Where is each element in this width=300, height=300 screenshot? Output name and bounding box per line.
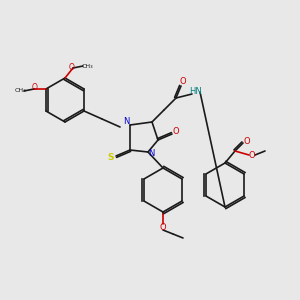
Text: O: O [180,77,186,86]
Text: O: O [173,128,179,136]
Text: O: O [32,83,38,92]
Text: CH₃: CH₃ [81,64,93,68]
Text: O: O [69,62,75,71]
Text: S: S [108,154,114,163]
Text: O: O [244,136,250,146]
Text: N: N [123,118,129,127]
Text: HN: HN [189,88,201,97]
Text: O: O [160,224,166,232]
Text: O: O [249,151,255,160]
Text: N: N [148,149,154,158]
Text: CH₃: CH₃ [14,88,26,94]
